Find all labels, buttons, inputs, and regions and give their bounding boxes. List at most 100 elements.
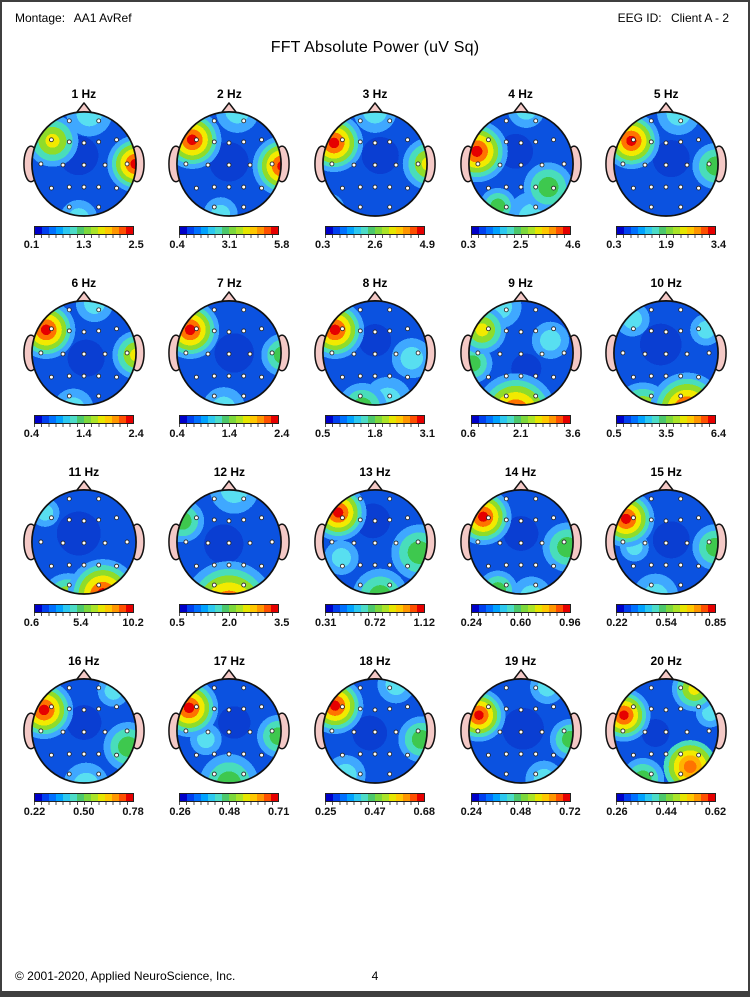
power-hotspot [323,490,372,547]
scale-mid: 0.60 [509,617,532,629]
colorbar-ticks [470,424,571,427]
electrode-dot [340,515,345,521]
electrode-dot [205,540,211,546]
electrode-dot [503,582,509,588]
electrode-dot [48,752,54,758]
scale-max: 6.4 [710,428,727,440]
electrode-dot [518,562,523,568]
electrode-dot [678,562,684,568]
topomap-head [605,102,727,217]
electrode-dot [642,162,648,168]
electrode-dot [620,161,626,167]
electrode-dot [696,137,702,143]
electrode-dot [518,707,523,713]
colorbar [179,604,280,613]
electrode-dot [96,118,101,124]
scale-mid: 0.48 [218,806,241,818]
electrode-dot [96,139,101,145]
electrode-dot [259,185,265,191]
colorbar-scale: 0.5 3.5 6.4 [606,428,726,440]
head-outline [613,678,720,784]
electrode-dot [663,373,669,379]
electrode-dot [372,540,378,546]
electrode-dot [96,204,101,210]
scale-max: 10.2 [122,617,144,629]
electrode-dot [372,373,378,379]
electrode-dot [102,540,108,546]
electrode-dot [485,185,491,191]
electrode-dot [81,562,87,568]
electrode-dot [649,373,654,379]
electrode-dot [357,118,363,124]
electrode-dot [205,351,211,357]
electrode-dot [96,751,101,757]
electrode-dot [357,751,363,757]
colorbar [324,604,425,613]
electrode-dot [550,326,556,332]
electrode-dot [475,350,480,356]
power-hotspot [543,713,573,766]
electrode-dot [485,752,491,758]
montage-label: Montage: [15,11,66,25]
electrode-dot [357,139,363,145]
scalp-field [614,112,718,216]
electrode-dot [387,751,393,757]
colorbar-scale: 0.3 2.5 4.6 [461,239,581,251]
colorbar-scale: 0.3 2.6 4.9 [315,239,435,251]
electrode-dot [270,350,275,356]
topomap-cell: 2 Hz 0.4 3.1 5.8 [158,87,302,251]
electrode-dot [48,326,54,332]
electrode-dot [212,373,218,379]
electrode-dot [241,184,247,190]
electrode-dot [485,563,491,569]
power-hotspot [177,679,225,743]
electrode-dot [96,771,101,777]
head-outline [613,111,720,217]
power-hotspot [177,493,211,549]
scale-min: 0.25 [314,806,337,818]
electrode-dot [212,393,218,399]
electrode-dot [194,704,200,710]
frequency-label: 13 Hz [359,465,391,479]
electrode-dot [248,540,253,546]
electrode-dot [340,326,345,332]
scale-mid: 1.3 [76,239,92,251]
colorbar [324,226,425,235]
electrode-dot [351,729,357,735]
electrode-dot [357,771,363,777]
scale-max: 1.12 [413,617,435,629]
power-hotspot [177,301,226,365]
electrode-dot [81,540,87,546]
power-hotspot [686,517,718,577]
electrode-dot [81,140,87,146]
scale-mid: 0.72 [364,617,386,629]
electrode-dot [340,137,345,143]
electrode-dot [241,517,247,523]
electrode-dot [205,729,211,735]
electrode-dot [259,704,265,710]
scale-mid: 1.4 [76,428,92,440]
colorbar-ticks [616,802,717,805]
colorbar [324,415,425,424]
electrode-dot [649,771,654,777]
electrode-dot [66,139,72,145]
electrode-dot [518,162,523,168]
electrode-dot [270,728,275,734]
electrode-dot [212,751,218,757]
electrode-dot [550,374,556,380]
electrode-dot [205,162,211,168]
electrode-dot [113,515,119,521]
power-hotspot [498,112,554,137]
electrode-dot [124,539,130,545]
scale-max: 3.6 [565,428,581,440]
electrode-dot [503,706,509,712]
power-hotspot [474,182,521,216]
electrode-dot [96,685,101,691]
colorbar [616,793,717,802]
electrode-dot [678,582,684,588]
topomap-head [314,669,436,784]
power-hotspot [522,312,573,368]
electrode-dot [649,517,654,523]
colorbar-scale: 0.3 1.9 3.4 [606,239,726,251]
colorbar-scale: 0.22 0.50 0.78 [24,806,144,818]
